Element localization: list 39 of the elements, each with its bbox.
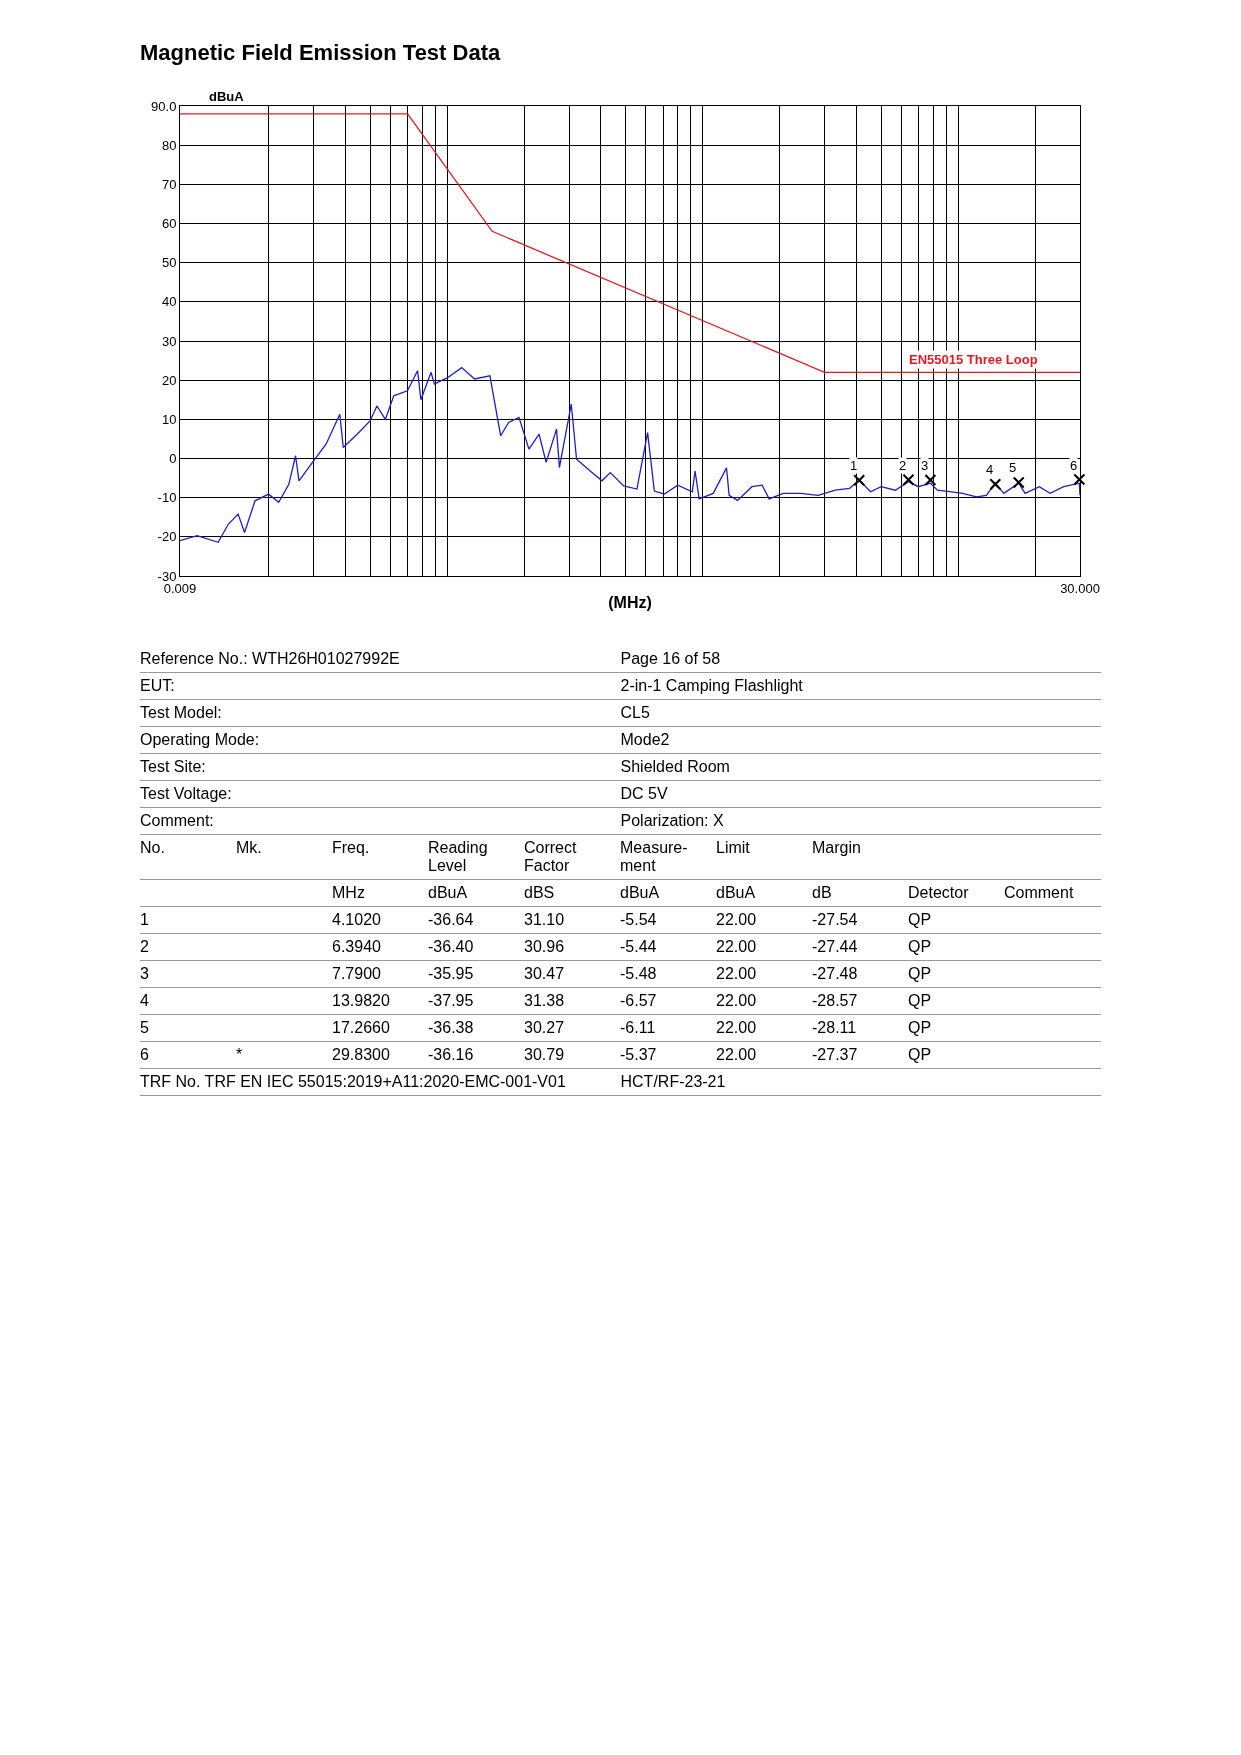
text: MHz dBuA dBS dBuA dBuA dB Detector Comment bbox=[332, 884, 1074, 901]
annotation: 6 bbox=[1070, 458, 1078, 473]
annotation: 1 bbox=[850, 458, 858, 473]
y-tick-label: 20 bbox=[161, 372, 177, 388]
annotation: 2 bbox=[899, 458, 907, 473]
y-tick-label: 30 bbox=[161, 333, 177, 349]
annotation: 5 bbox=[1009, 460, 1017, 475]
x-axis-title: (MHz) bbox=[608, 594, 652, 612]
y-tick-label: 70 bbox=[161, 176, 177, 192]
text: 6 * 29.8300 -36.16 30.79 -5.37 22.00 -27.37 QP bbox=[140, 1046, 932, 1063]
text: 1 4.1020 -36.64 31.10 -5.54 22.00 -27.54 QP bbox=[140, 911, 932, 928]
y-tick-label: 90.0 bbox=[151, 98, 177, 114]
text: EUT: 2-in-1 Camping Flashlight bbox=[140, 677, 803, 694]
y-tick-label: 60 bbox=[161, 216, 177, 232]
text: Test Site: Shielded Room bbox=[140, 758, 730, 775]
text: Operating Mode: Mode2 bbox=[140, 731, 670, 748]
y-tick-label: 10 bbox=[161, 411, 177, 427]
text: No. Mk. Freq. Reading Level Correct Factor Measure-ment Limit Margin bbox=[140, 839, 861, 874]
y-tick-label: -20 bbox=[157, 529, 177, 545]
text: 2 6.3940 -36.40 30.96 -5.44 22.00 -27.44 QP bbox=[140, 938, 932, 955]
y-axis-title: dBuA bbox=[209, 89, 245, 104]
y-tick-label: 40 bbox=[161, 294, 177, 310]
x-tick-label: 30.000 bbox=[1060, 580, 1100, 596]
text: 5 17.2660 -36.38 30.27 -6.11 22.00 -28.11 QP bbox=[140, 1019, 932, 1036]
y-tick-label: 80 bbox=[161, 137, 177, 153]
text: 4 13.9820 -37.95 31.38 -6.57 22.00 -28.57 QP bbox=[140, 992, 932, 1009]
annotation: 4 bbox=[986, 462, 994, 477]
text: Test Voltage: DC 5V bbox=[140, 785, 668, 802]
text: TRF No. TRF EN IEC 55015:2019+A11:2020-EMC-001-V01 HCT/RF-23-21 bbox=[140, 1073, 726, 1090]
text: Test Model: CL5 bbox=[140, 704, 650, 721]
text: Reference No.: WTH26H01027992E Page 16 of 58 bbox=[140, 650, 721, 667]
chart-title: Magnetic Field Emission Test Data bbox=[140, 40, 502, 66]
y-tick-label: -10 bbox=[157, 490, 177, 506]
text: Comment: Polarization: X bbox=[140, 812, 724, 829]
y-tick-label: 0 bbox=[169, 451, 177, 467]
series-label: EN55015 Three Loop bbox=[909, 352, 1038, 367]
annotation: 3 bbox=[921, 458, 929, 473]
text: 3 7.7900 -35.95 30.47 -5.48 22.00 -27.48 QP bbox=[140, 965, 932, 982]
y-tick-label: 50 bbox=[161, 255, 177, 271]
